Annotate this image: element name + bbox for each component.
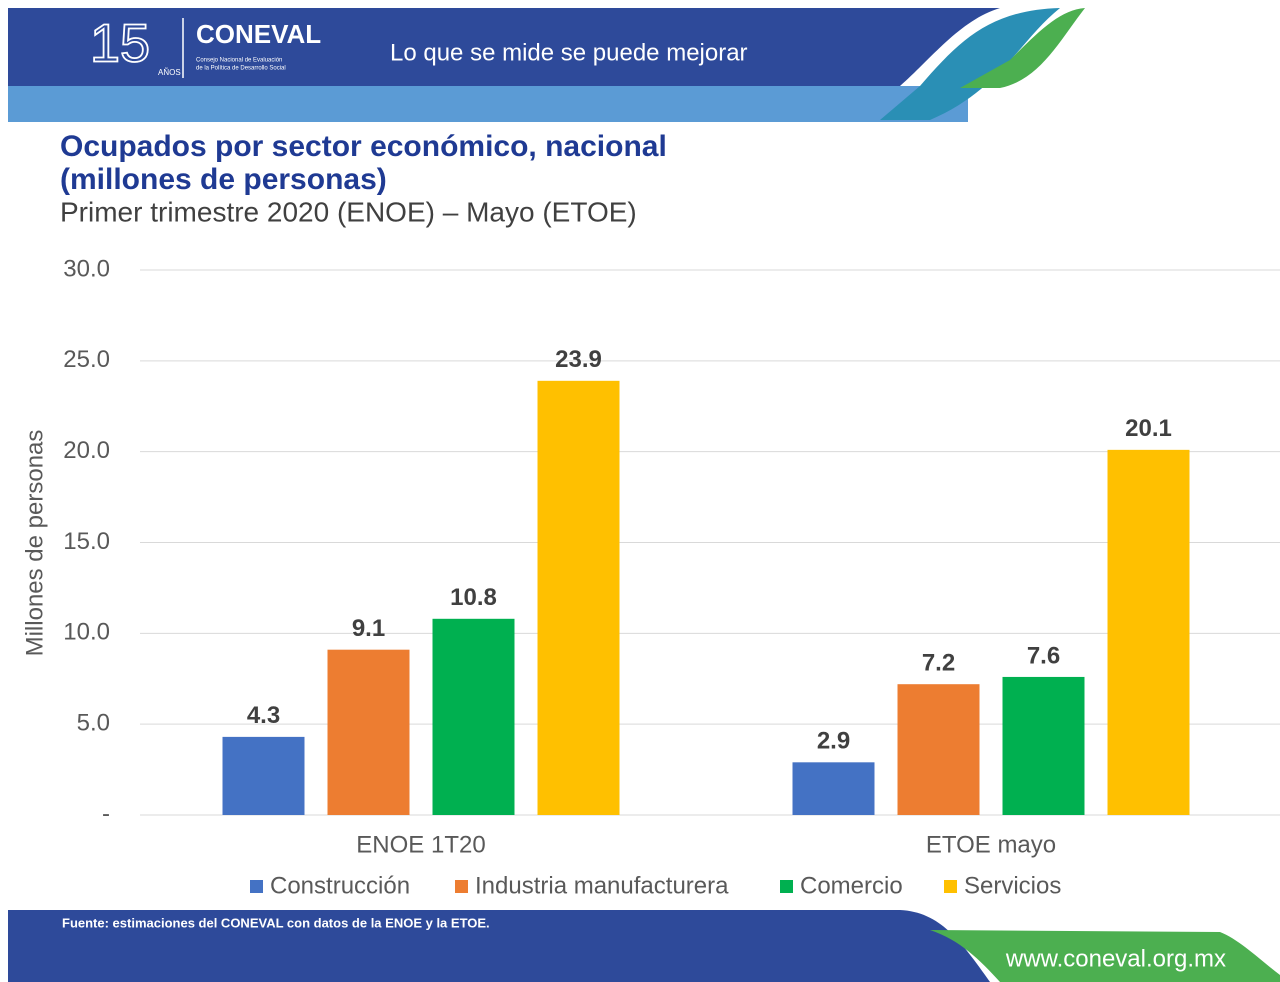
x-tick-label: ETOE mayo [926,831,1056,858]
data-label: 4.3 [247,702,280,729]
data-label: 9.1 [352,615,385,642]
logo-caption: Consejo Nacional de Evaluación [196,58,282,64]
legend-swatch [780,880,793,893]
y-tick-label: 25.0 [63,346,110,373]
legend-swatch [455,880,468,893]
data-label: 20.1 [1125,415,1172,442]
slogan: Lo que se mide se puede mejorar [390,39,748,66]
bar [897,684,980,815]
y-tick-label: 30.0 [63,255,110,282]
x-tick-label: ENOE 1T20 [356,831,485,858]
footer-band [8,910,990,982]
website: www.coneval.org.mx [1005,945,1226,972]
data-label: 7.2 [922,650,955,677]
chart-title: Ocupados por sector económico, nacional [60,130,667,163]
header-wave-green [960,8,1085,88]
y-tick-label: 15.0 [63,528,110,555]
legend-label: Servicios [964,872,1061,899]
y-tick-label: 20.0 [63,437,110,464]
bar [537,380,620,815]
legend-swatch [944,880,957,893]
chart-subtitle: Primer trimestre 2020 (ENOE) – Mayo (ETO… [60,196,637,227]
header-band-light [8,86,968,122]
logo-number: 15 [90,13,150,73]
y-tick-label: 5.0 [77,710,110,737]
data-label: 10.8 [450,584,497,611]
bar [1107,449,1190,815]
legend-label: Construcción [270,872,410,899]
y-tick-label: 10.0 [63,619,110,646]
plot: - 5.0 10.0 15.0 20.0 25.0 30.0 ENOE 1T20 4.3 9.1 1… [63,255,1280,899]
header-band [8,8,1000,86]
bar [1002,676,1085,815]
source-note: Fuente: estimaciones del CONEVAL con dat… [62,915,490,930]
legend-label: Industria manufacturera [475,872,729,899]
logo-caption: de la Política de Desarrollo Social [196,66,286,72]
bar [792,762,875,815]
logo-name: CONEVAL [196,19,321,49]
y-tick-label: - [102,800,110,827]
y-axis-label: Millones de personas [21,430,48,657]
data-label: 23.9 [555,346,602,373]
header-wave-teal [880,8,1060,120]
legend-label: Comercio [800,872,903,899]
bar [327,649,410,815]
footer-wave [930,930,1280,982]
bar [222,736,305,815]
data-label: 2.9 [817,728,850,755]
bar [432,618,515,815]
legend-swatch [250,880,263,893]
logo-years: AÑOS [158,68,181,77]
chart-title: (millones de personas) [60,163,387,196]
data-label: 7.6 [1027,642,1060,669]
